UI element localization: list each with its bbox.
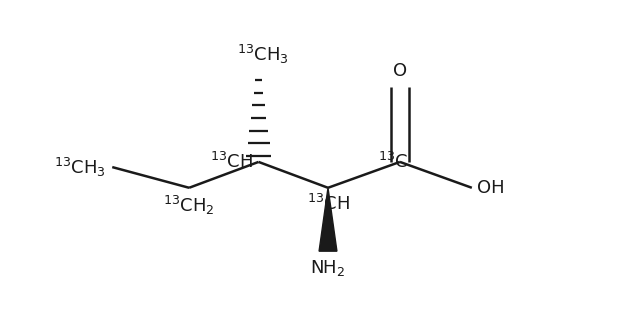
Text: $^{13}$C: $^{13}$C [378, 152, 408, 172]
Text: OH: OH [477, 179, 504, 197]
Text: $^{13}$CH: $^{13}$CH [307, 194, 349, 214]
Text: NH$_2$: NH$_2$ [310, 258, 346, 278]
Text: $^{13}$CH$_3$: $^{13}$CH$_3$ [54, 156, 106, 179]
Text: $^{13}$CH$_2$: $^{13}$CH$_2$ [163, 194, 215, 217]
Text: $^{13}$CH$_3$: $^{13}$CH$_3$ [237, 43, 289, 66]
Text: $^{13}$CH: $^{13}$CH [210, 152, 253, 172]
Polygon shape [319, 188, 337, 251]
Text: O: O [393, 62, 407, 80]
